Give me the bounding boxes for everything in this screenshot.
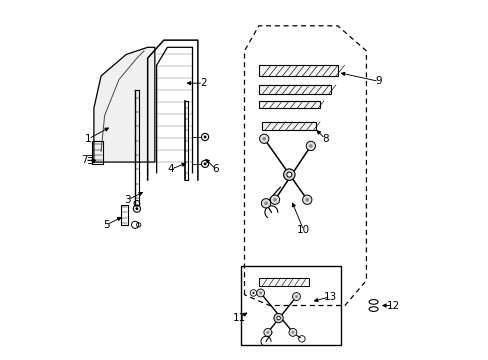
- Circle shape: [302, 195, 311, 204]
- Circle shape: [305, 198, 308, 202]
- Circle shape: [203, 162, 206, 165]
- Text: 6: 6: [212, 164, 219, 174]
- Circle shape: [273, 198, 276, 202]
- Circle shape: [292, 293, 300, 301]
- Text: 9: 9: [375, 76, 382, 86]
- Bar: [258, 65, 337, 76]
- Circle shape: [276, 316, 280, 320]
- Text: 1: 1: [85, 134, 92, 144]
- Circle shape: [270, 195, 279, 204]
- Bar: [121, 205, 128, 225]
- Text: 12: 12: [386, 301, 399, 311]
- Bar: [258, 278, 308, 286]
- Circle shape: [135, 207, 138, 210]
- Circle shape: [262, 137, 265, 140]
- Circle shape: [264, 202, 267, 205]
- Circle shape: [203, 135, 206, 138]
- Circle shape: [259, 134, 268, 143]
- Circle shape: [288, 328, 296, 336]
- Text: 3: 3: [124, 195, 131, 205]
- Bar: [258, 85, 330, 94]
- Text: 13: 13: [323, 292, 337, 302]
- Text: 2: 2: [200, 78, 206, 88]
- Bar: [92, 140, 102, 164]
- Circle shape: [266, 331, 269, 334]
- Circle shape: [264, 328, 271, 336]
- Circle shape: [256, 289, 264, 297]
- Circle shape: [261, 199, 270, 208]
- Bar: [258, 101, 319, 108]
- Text: 11: 11: [232, 313, 245, 323]
- Circle shape: [259, 292, 262, 294]
- Circle shape: [252, 292, 254, 294]
- Circle shape: [286, 172, 291, 177]
- Text: 4: 4: [167, 164, 174, 174]
- Circle shape: [308, 144, 312, 148]
- Text: 7: 7: [81, 155, 88, 165]
- Circle shape: [291, 331, 294, 334]
- Polygon shape: [94, 47, 155, 162]
- Circle shape: [273, 314, 283, 323]
- Text: 8: 8: [321, 134, 328, 144]
- Text: 10: 10: [297, 225, 309, 235]
- Bar: [262, 122, 316, 130]
- Circle shape: [305, 141, 315, 150]
- Circle shape: [294, 295, 297, 298]
- Bar: [241, 266, 341, 345]
- Circle shape: [283, 169, 294, 180]
- Text: 5: 5: [103, 220, 109, 230]
